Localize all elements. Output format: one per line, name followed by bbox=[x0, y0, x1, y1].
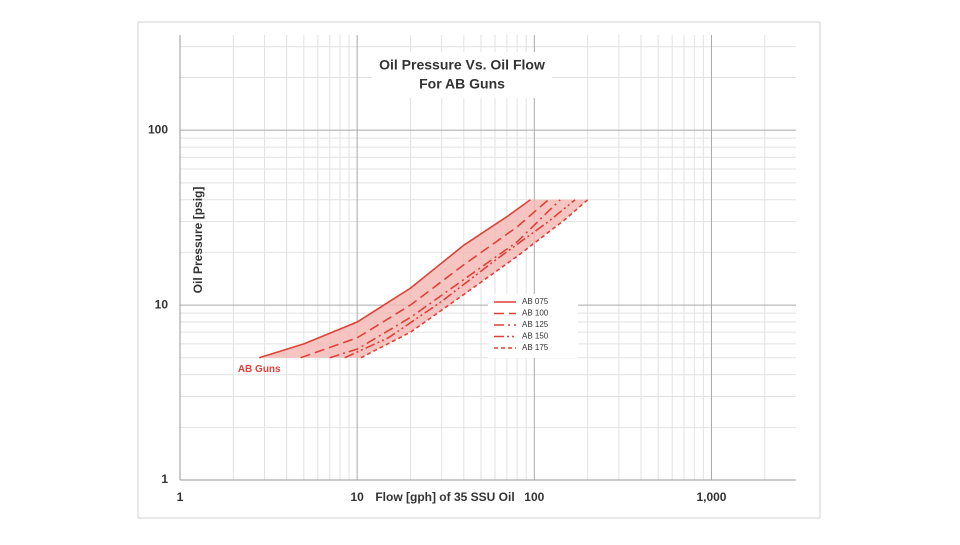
plot bbox=[258, 199, 589, 359]
x-tick-label: 1 bbox=[177, 490, 184, 504]
band-fill bbox=[259, 199, 588, 358]
legend-label: AB 075 bbox=[522, 297, 549, 306]
x-axis-label: Flow [gph] of 35 SSU Oil bbox=[375, 490, 514, 504]
legend-label: AB 100 bbox=[522, 309, 549, 318]
series-line bbox=[360, 199, 589, 359]
title-box bbox=[372, 52, 552, 98]
legend-label: AB 125 bbox=[522, 320, 549, 329]
x-tick-label: 10 bbox=[350, 490, 364, 504]
legend-label: AB 150 bbox=[522, 332, 549, 341]
x-tick-label: 1,000 bbox=[696, 490, 726, 504]
series-line bbox=[344, 199, 576, 359]
y-tick-label: 1 bbox=[161, 472, 168, 486]
y-tick-label: 100 bbox=[148, 122, 168, 136]
series-line bbox=[329, 199, 561, 359]
series-line bbox=[258, 199, 531, 359]
y-tick-label: 10 bbox=[155, 297, 169, 311]
x-label-box bbox=[370, 487, 520, 507]
y-axis-label: Oil Pressure [psig] bbox=[191, 187, 205, 294]
chart-title: Oil Pressure Vs. Oil Flow bbox=[379, 57, 545, 73]
x-tick-label: 100 bbox=[524, 490, 544, 504]
series-line bbox=[300, 199, 549, 359]
chart-subtitle: For AB Guns bbox=[419, 76, 505, 92]
legend-label: AB 175 bbox=[522, 343, 549, 352]
legend: AB 075 AB 100 AB 125 AB 150 AB 175 bbox=[488, 294, 578, 358]
annotation: AB Guns bbox=[238, 364, 281, 375]
